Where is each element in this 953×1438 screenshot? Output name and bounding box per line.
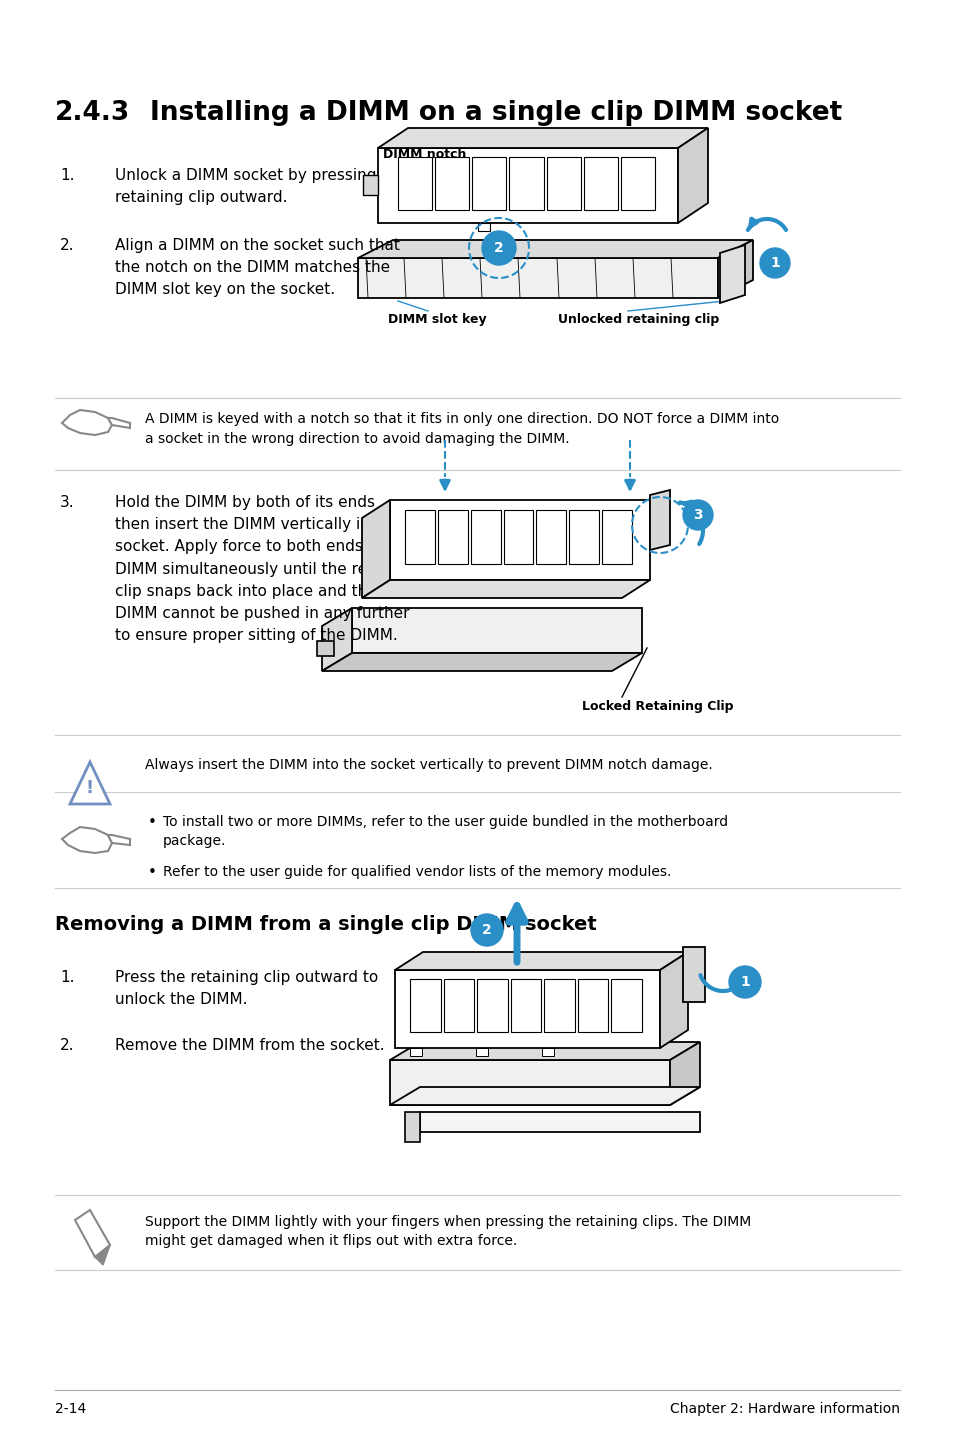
Text: Removing a DIMM from a single clip DIMM socket: Removing a DIMM from a single clip DIMM … <box>55 915 597 935</box>
Polygon shape <box>390 1087 700 1104</box>
Text: DIMM notch: DIMM notch <box>382 148 466 161</box>
Text: Locked Retaining Clip: Locked Retaining Clip <box>581 700 733 713</box>
Text: •: • <box>148 815 156 830</box>
Polygon shape <box>62 827 112 853</box>
Text: Remove the DIMM from the socket.: Remove the DIMM from the socket. <box>115 1038 384 1053</box>
FancyBboxPatch shape <box>410 1048 421 1055</box>
Text: Installing a DIMM on a single clip DIMM socket: Installing a DIMM on a single clip DIMM … <box>150 101 841 127</box>
Polygon shape <box>390 500 649 580</box>
Polygon shape <box>390 1060 669 1104</box>
FancyBboxPatch shape <box>509 157 543 210</box>
Text: 1.: 1. <box>60 168 74 183</box>
FancyBboxPatch shape <box>397 157 432 210</box>
Text: 3: 3 <box>693 508 702 522</box>
Polygon shape <box>678 128 707 223</box>
FancyBboxPatch shape <box>472 157 506 210</box>
FancyBboxPatch shape <box>410 979 440 1032</box>
Polygon shape <box>390 1043 700 1060</box>
Text: •: • <box>148 866 156 880</box>
Text: 2-14: 2-14 <box>55 1402 86 1416</box>
FancyBboxPatch shape <box>601 509 631 564</box>
Polygon shape <box>361 500 390 598</box>
FancyBboxPatch shape <box>611 979 641 1032</box>
Polygon shape <box>720 244 744 303</box>
Text: Support the DIMM lightly with your fingers when pressing the retaining clips. Th: Support the DIMM lightly with your finge… <box>145 1215 750 1248</box>
Polygon shape <box>377 128 707 148</box>
Polygon shape <box>357 240 752 257</box>
Text: 1.: 1. <box>60 971 74 985</box>
Text: 2: 2 <box>481 923 492 938</box>
FancyBboxPatch shape <box>405 509 435 564</box>
Text: 3.: 3. <box>60 495 74 510</box>
FancyBboxPatch shape <box>435 157 469 210</box>
Circle shape <box>728 966 760 998</box>
Circle shape <box>471 915 502 946</box>
Polygon shape <box>62 410 112 436</box>
FancyBboxPatch shape <box>437 509 467 564</box>
FancyBboxPatch shape <box>476 979 507 1032</box>
FancyBboxPatch shape <box>503 509 533 564</box>
Text: Unlocked retaining clip: Unlocked retaining clip <box>558 313 719 326</box>
Text: 2.: 2. <box>60 1038 74 1053</box>
Circle shape <box>760 247 789 278</box>
Polygon shape <box>405 1112 419 1142</box>
FancyBboxPatch shape <box>443 979 474 1032</box>
Text: 2.4.3: 2.4.3 <box>55 101 131 127</box>
Polygon shape <box>682 948 704 1002</box>
FancyBboxPatch shape <box>544 979 575 1032</box>
Polygon shape <box>95 1245 110 1265</box>
Polygon shape <box>659 952 687 1048</box>
Polygon shape <box>377 148 678 223</box>
Polygon shape <box>395 971 659 1048</box>
Polygon shape <box>718 240 752 298</box>
FancyBboxPatch shape <box>583 157 618 210</box>
FancyBboxPatch shape <box>620 157 655 210</box>
Polygon shape <box>352 608 641 653</box>
Text: DIMM slot key: DIMM slot key <box>388 313 486 326</box>
Polygon shape <box>419 1112 700 1132</box>
Polygon shape <box>108 835 130 846</box>
Text: 1: 1 <box>769 256 779 270</box>
Polygon shape <box>669 1043 700 1104</box>
Polygon shape <box>75 1209 110 1257</box>
Circle shape <box>682 500 712 531</box>
FancyBboxPatch shape <box>569 509 598 564</box>
Polygon shape <box>361 580 649 598</box>
Polygon shape <box>363 175 377 196</box>
Text: !: ! <box>86 779 94 797</box>
FancyBboxPatch shape <box>541 1048 554 1055</box>
Text: Always insert the DIMM into the socket vertically to prevent DIMM notch damage.: Always insert the DIMM into the socket v… <box>145 758 712 772</box>
FancyBboxPatch shape <box>470 509 500 564</box>
Polygon shape <box>108 418 130 429</box>
FancyBboxPatch shape <box>476 1048 488 1055</box>
Circle shape <box>481 232 516 265</box>
Polygon shape <box>322 653 641 672</box>
FancyBboxPatch shape <box>536 509 566 564</box>
Text: Press the retaining clip outward to
unlock the DIMM.: Press the retaining clip outward to unlo… <box>115 971 377 1007</box>
Polygon shape <box>649 490 669 549</box>
Polygon shape <box>70 762 110 804</box>
Text: Align a DIMM on the socket such that
the notch on the DIMM matches the
DIMM slot: Align a DIMM on the socket such that the… <box>115 239 399 298</box>
Text: A DIMM is keyed with a notch so that it fits in only one direction. DO NOT force: A DIMM is keyed with a notch so that it … <box>145 413 779 446</box>
Polygon shape <box>357 257 718 298</box>
Polygon shape <box>395 952 687 971</box>
Text: Refer to the user guide for qualified vendor lists of the memory modules.: Refer to the user guide for qualified ve… <box>163 866 671 879</box>
Text: Unlock a DIMM socket by pressing the
retaining clip outward.: Unlock a DIMM socket by pressing the ret… <box>115 168 406 206</box>
Text: 1: 1 <box>740 975 749 989</box>
Polygon shape <box>316 641 334 656</box>
Text: Hold the DIMM by both of its ends
then insert the DIMM vertically into the
socke: Hold the DIMM by both of its ends then i… <box>115 495 419 643</box>
FancyBboxPatch shape <box>578 979 608 1032</box>
Text: 2.: 2. <box>60 239 74 253</box>
Polygon shape <box>322 608 352 672</box>
Polygon shape <box>477 223 490 232</box>
FancyBboxPatch shape <box>546 157 580 210</box>
Text: To install two or more DIMMs, refer to the user guide bundled in the motherboard: To install two or more DIMMs, refer to t… <box>163 815 727 848</box>
FancyBboxPatch shape <box>510 979 540 1032</box>
Text: Chapter 2: Hardware information: Chapter 2: Hardware information <box>669 1402 899 1416</box>
Text: 2: 2 <box>494 242 503 255</box>
